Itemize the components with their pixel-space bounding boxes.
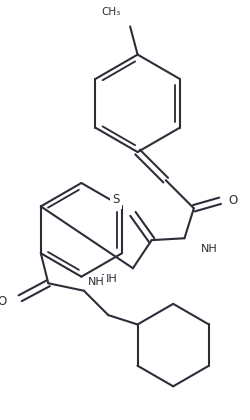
- Text: O: O: [228, 194, 237, 207]
- Text: NH: NH: [200, 244, 217, 254]
- Text: O: O: [0, 296, 7, 308]
- Text: CH₃: CH₃: [101, 7, 120, 17]
- Text: NH: NH: [101, 274, 117, 284]
- Text: NH: NH: [87, 277, 104, 287]
- Text: S: S: [112, 193, 119, 206]
